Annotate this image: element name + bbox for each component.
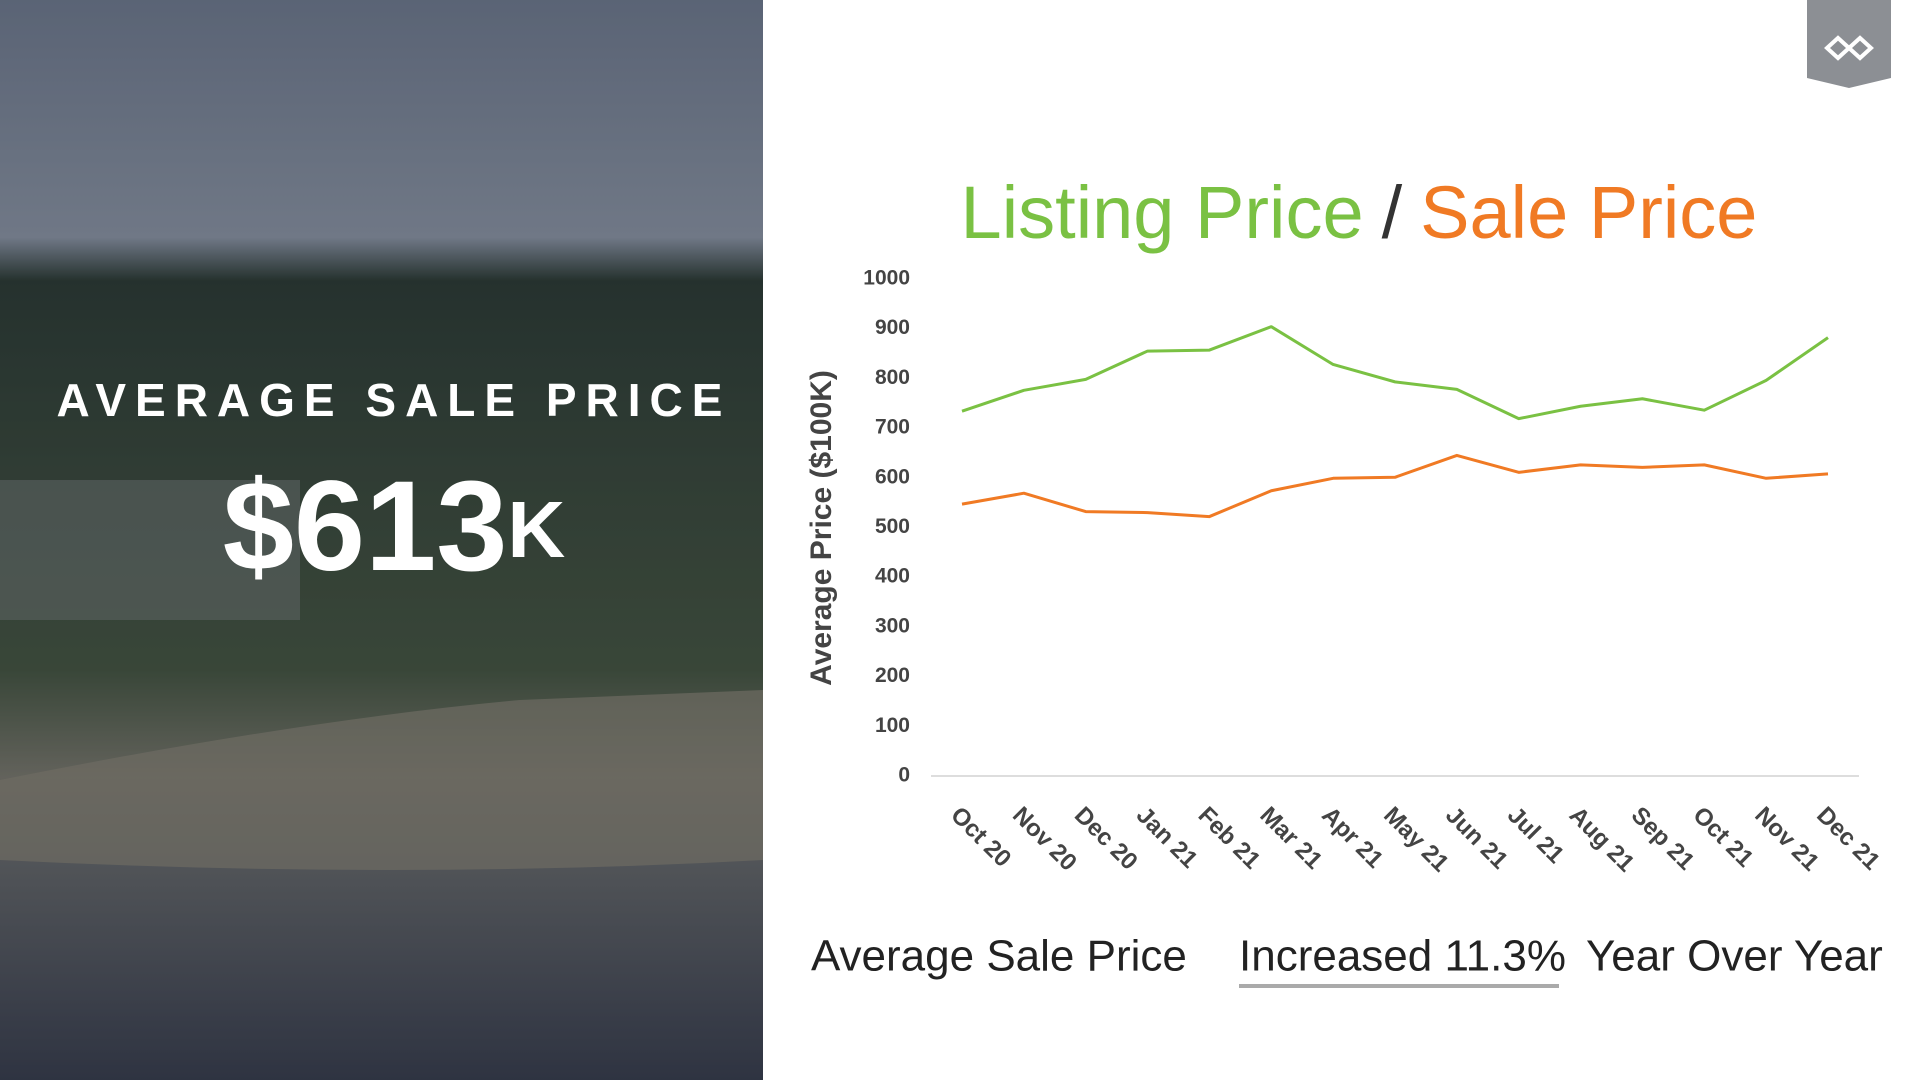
chart-title: Listing Price / Sale Price bbox=[961, 171, 1758, 254]
y-tick-label: 300 bbox=[875, 614, 910, 637]
photo-overlay bbox=[0, 0, 763, 1080]
x-tick-label: Dec 20 bbox=[1069, 802, 1143, 876]
x-tick-label: May 21 bbox=[1378, 802, 1454, 878]
hero-number: $613 bbox=[223, 455, 508, 598]
y-tick-label: 100 bbox=[875, 714, 910, 737]
x-tick-label: Jun 21 bbox=[1440, 802, 1513, 875]
y-tick-label: 500 bbox=[875, 515, 910, 538]
hero-value: $613K bbox=[223, 455, 566, 598]
title-separator: / bbox=[1382, 171, 1403, 254]
y-tick-label: 400 bbox=[875, 565, 910, 588]
y-tick-label: 200 bbox=[875, 664, 910, 687]
y-tick-label: 700 bbox=[875, 416, 910, 439]
x-tick-label: Oct 20 bbox=[945, 802, 1016, 873]
footer-tail: Year Over Year bbox=[1586, 932, 1883, 981]
hero-label: AVERAGE SALE PRICE bbox=[57, 374, 732, 426]
y-tick-label: 800 bbox=[875, 366, 910, 389]
footer-lead: Average Sale Price bbox=[811, 932, 1187, 981]
x-tick-label: Sep 21 bbox=[1626, 802, 1700, 876]
y-tick-label: 1000 bbox=[863, 267, 910, 290]
x-tick-label: Mar 21 bbox=[1255, 802, 1328, 875]
logo-badge bbox=[1807, 0, 1891, 88]
x-tick-label: Nov 20 bbox=[1007, 802, 1082, 877]
y-tick-label: 0 bbox=[898, 764, 910, 787]
x-tick-label: Dec 21 bbox=[1811, 802, 1885, 876]
y-tick-label: 600 bbox=[875, 465, 910, 488]
logo-mark bbox=[1824, 35, 1874, 61]
x-tick-label: Aug 21 bbox=[1564, 802, 1640, 878]
photo-beach bbox=[0, 690, 763, 870]
footer: Average Sale Price Increased 11.3% Year … bbox=[811, 932, 1883, 988]
title-listing: Listing Price bbox=[961, 171, 1364, 254]
photo-buildings bbox=[0, 480, 300, 620]
x-tick-label: Jul 21 bbox=[1502, 802, 1569, 869]
series-line bbox=[961, 453, 1829, 519]
footer-highlight: Increased 11.3% bbox=[1239, 932, 1566, 981]
x-tick-label: Apr 21 bbox=[1316, 802, 1388, 874]
x-tick-label: Oct 21 bbox=[1688, 802, 1759, 873]
x-tick-label: Jan 21 bbox=[1131, 802, 1203, 874]
hero-unit: K bbox=[507, 485, 565, 574]
photo-panel: AVERAGE SALE PRICE $613K bbox=[0, 0, 763, 1080]
title-sale: Sale Price bbox=[1420, 171, 1757, 254]
series-line bbox=[961, 325, 1829, 421]
x-tick-label: Nov 21 bbox=[1749, 802, 1824, 877]
x-tick-label: Feb 21 bbox=[1193, 802, 1266, 875]
y-tick-label: 900 bbox=[875, 316, 910, 339]
logo bbox=[1807, 0, 1891, 88]
y-axis-title: Average Price ($100K) bbox=[805, 370, 838, 686]
